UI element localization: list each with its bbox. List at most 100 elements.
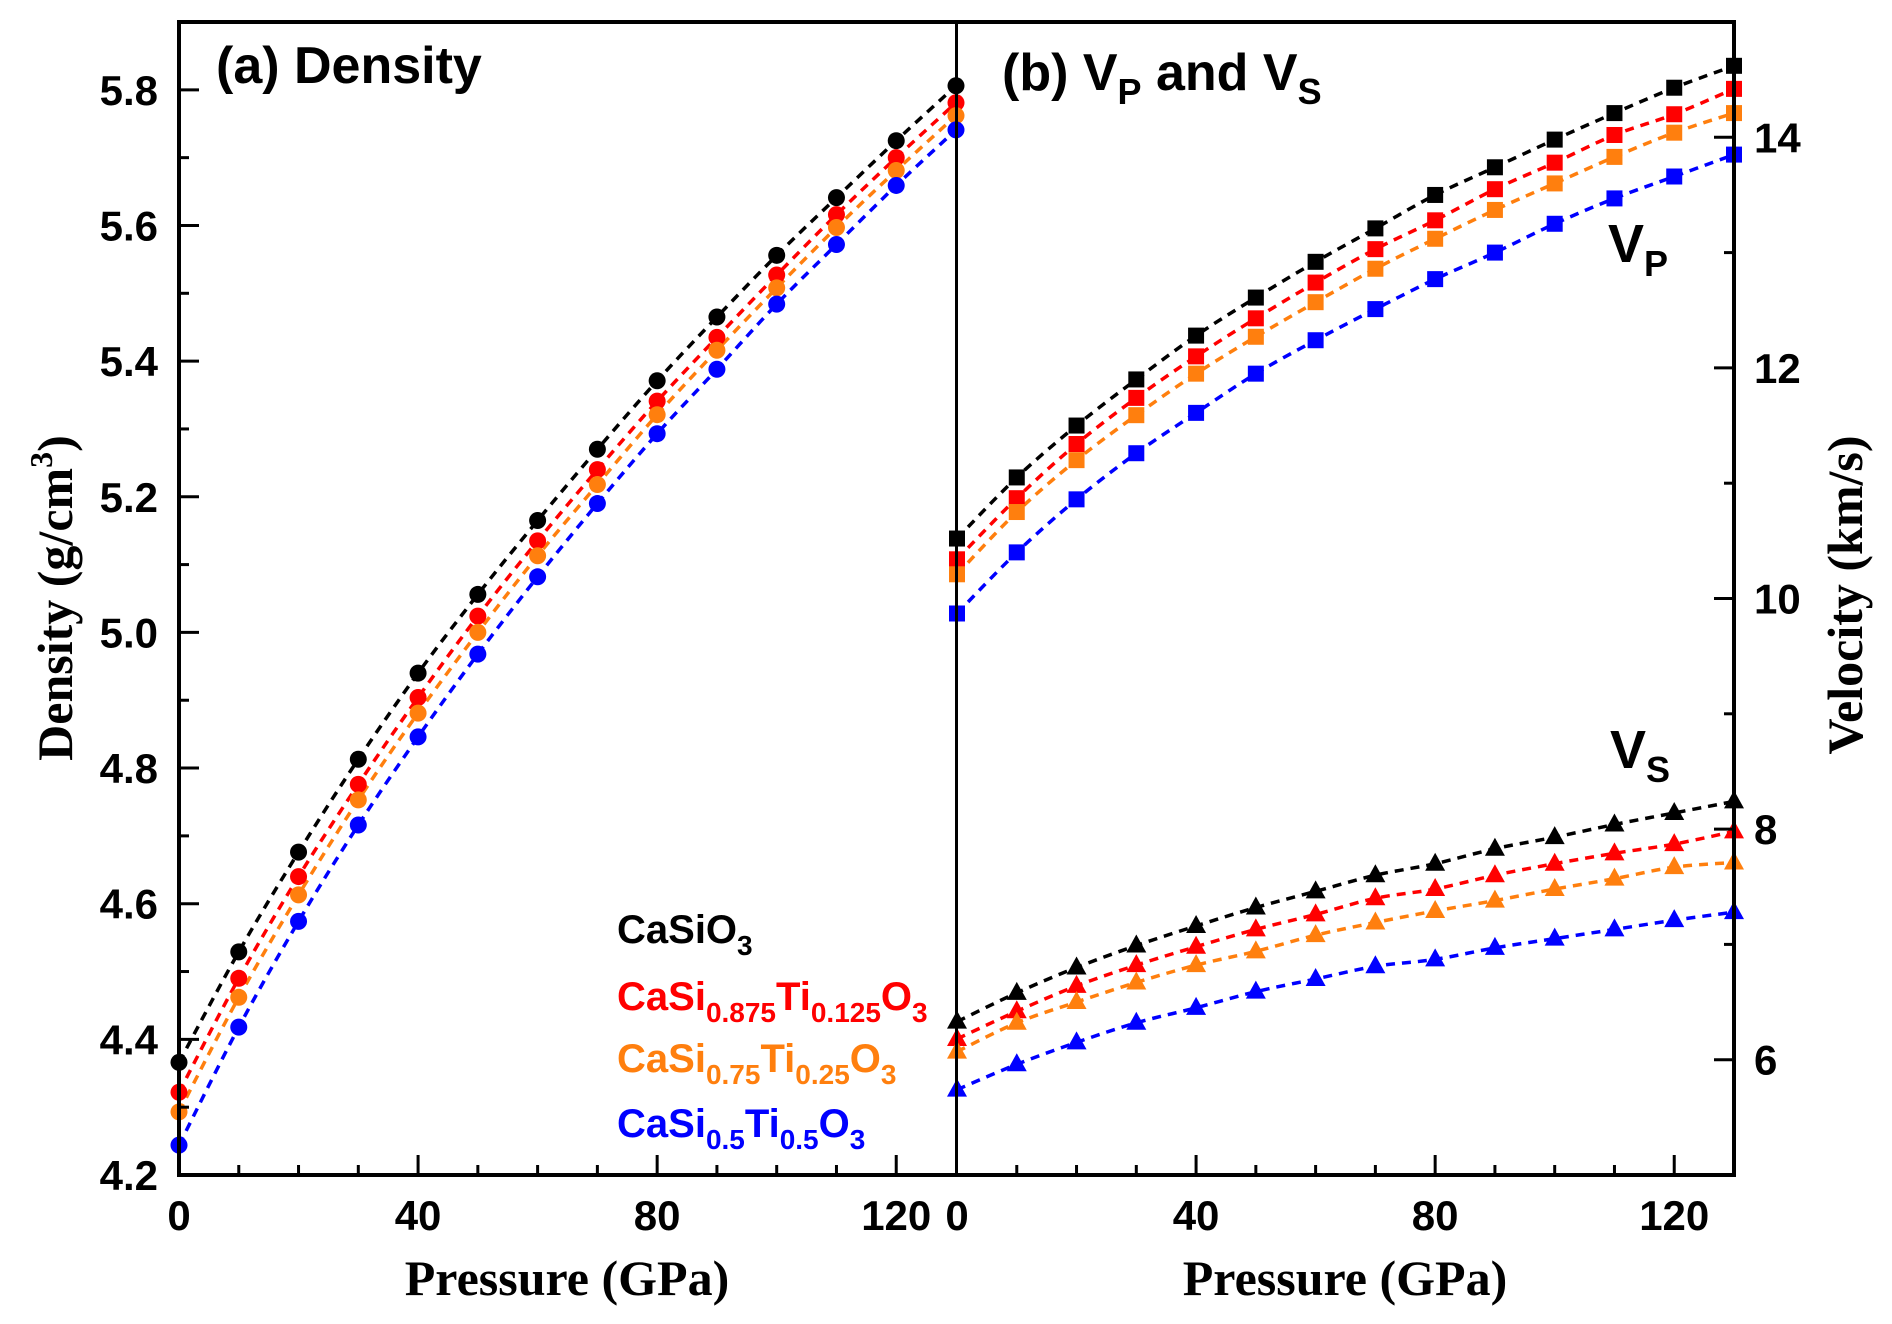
density-point-2-12 <box>887 162 905 180</box>
density-point-3-12 <box>887 176 905 194</box>
velocity-point-2-4 <box>1188 365 1205 382</box>
velocity-point-5-10 <box>1544 852 1565 871</box>
velocity-point-0-2 <box>1068 417 1085 434</box>
velocity-y-axis-title: Velocity (km/s) <box>1817 436 1873 755</box>
velocity-point-6-3 <box>1126 971 1147 990</box>
velocity-x-tick-label: 120 <box>1639 1192 1709 1239</box>
density-y-axis-title-tail: ) <box>27 435 83 452</box>
vp-annotation-main: V <box>1608 214 1644 274</box>
velocity-point-7-2 <box>1066 1031 1087 1050</box>
velocity-point-6-9 <box>1484 889 1505 908</box>
legend-subscript: 3 <box>881 1059 897 1090</box>
panel-density: 0 40 80 120 4.2 4.4 4.6 4.8 5.0 5.2 5.4 5.6 5.8 (a) … <box>23 20 965 1306</box>
velocity-y-tick-label: 8 <box>1754 806 1777 853</box>
density-point-2-10 <box>768 279 786 297</box>
velocity-point-2-12 <box>1666 124 1683 141</box>
legend-text-part: O <box>850 1037 881 1081</box>
velocity-point-3-11 <box>1606 190 1623 207</box>
legend-entry-0: CaSiO3 <box>617 908 753 961</box>
density-point-2-6 <box>529 547 547 565</box>
velocity-point-3-6 <box>1307 332 1324 349</box>
density-point-2-11 <box>827 219 845 237</box>
velocity-point-1-7 <box>1367 241 1384 258</box>
density-point-1-5 <box>469 607 487 625</box>
density-point-0-8 <box>648 372 666 390</box>
velocity-x-tick-label: 80 <box>1412 1192 1459 1239</box>
velocity-point-7-6 <box>1305 967 1326 986</box>
vp-annotation: VP <box>1608 214 1668 284</box>
velocity-point-1-5 <box>1247 310 1264 327</box>
density-point-3-4 <box>409 728 427 746</box>
velocity-point-4-3 <box>1126 934 1147 953</box>
density-point-1-8 <box>648 392 666 410</box>
density-point-3-1 <box>230 1018 248 1036</box>
velocity-point-2-2 <box>1068 452 1085 469</box>
velocity-point-7-10 <box>1544 927 1565 946</box>
density-point-3-2 <box>290 912 308 930</box>
density-point-0-11 <box>827 189 845 207</box>
velocity-point-4-5 <box>1245 896 1266 915</box>
density-point-0-9 <box>708 308 726 326</box>
velocity-point-0-12 <box>1666 79 1683 96</box>
velocity-point-2-9 <box>1486 201 1503 218</box>
density-point-3-11 <box>827 235 845 253</box>
velocity-point-5-3 <box>1126 954 1147 973</box>
velocity-point-6-6 <box>1305 924 1326 943</box>
vs-annotation: VS <box>1610 720 1670 790</box>
density-point-1-1 <box>230 969 248 987</box>
legend-text-part: O <box>819 1102 850 1146</box>
velocity-point-6-7 <box>1365 911 1386 930</box>
velocity-x-axis-title: Pressure (GPa) <box>1183 1250 1507 1306</box>
velocity-title-part-1: (b) V <box>1002 44 1118 102</box>
velocity-panel-title: (b) VP and VS <box>1002 44 1322 112</box>
velocity-point-0-8 <box>1427 186 1444 203</box>
velocity-point-7-7 <box>1365 955 1386 974</box>
density-point-2-2 <box>290 886 308 904</box>
legend-entry-3: CaSi0.5Ti0.5O3 <box>617 1102 865 1155</box>
density-point-1-9 <box>708 328 726 346</box>
legend-subscript: 0.5 <box>780 1124 819 1155</box>
velocity-point-1-8 <box>1427 212 1444 229</box>
velocity-x-tick-label: 40 <box>1173 1192 1220 1239</box>
velocity-title-part-2: and V <box>1142 44 1298 102</box>
legend-subscript: 0.125 <box>811 997 881 1028</box>
velocity-point-7-8 <box>1425 948 1446 967</box>
density-point-1-12 <box>887 149 905 167</box>
legend-entry-2: CaSi0.75Ti0.25O3 <box>617 1037 896 1090</box>
legend-text-part: Ti <box>776 975 811 1019</box>
velocity-point-3-5 <box>1247 365 1264 382</box>
velocity-point-4-11 <box>1604 813 1625 832</box>
velocity-point-2-5 <box>1247 328 1264 345</box>
velocity-point-2-7 <box>1367 260 1384 277</box>
density-point-1-2 <box>290 868 308 886</box>
velocity-y-tick-label: 6 <box>1754 1037 1777 1084</box>
velocity-point-1-11 <box>1606 126 1623 143</box>
velocity-point-4-8 <box>1425 852 1446 871</box>
density-y-axis-title-sup: 3 <box>23 452 59 468</box>
density-axes: 0 40 80 120 4.2 4.4 4.6 4.8 5.0 5.2 5.4 5.6 5.8 <box>100 20 931 1239</box>
velocity-point-4-7 <box>1365 864 1386 883</box>
velocity-point-5-7 <box>1365 887 1386 906</box>
vp-annotation-sub: P <box>1644 243 1668 284</box>
density-y-tick-label: 4.6 <box>100 881 158 928</box>
density-x-tick-label: 120 <box>861 1192 931 1239</box>
velocity-y-tick-label: 12 <box>1754 345 1801 392</box>
velocity-point-2-11 <box>1606 148 1623 165</box>
velocity-point-4-4 <box>1186 914 1207 933</box>
density-y-tick-label: 5.2 <box>100 474 158 521</box>
velocity-point-4-2 <box>1066 956 1087 975</box>
density-panel-title: (a) Density <box>216 37 482 95</box>
density-point-2-3 <box>349 791 367 809</box>
density-point-1-3 <box>349 775 367 793</box>
density-point-0-3 <box>349 750 367 768</box>
velocity-point-1-1 <box>1008 490 1025 507</box>
velocity-point-6-10 <box>1544 878 1565 897</box>
density-point-2-7 <box>588 476 606 494</box>
velocity-point-5-6 <box>1305 903 1326 922</box>
legend-text-part: CaSiO <box>617 908 737 952</box>
density-point-3-3 <box>349 816 367 834</box>
density-point-3-7 <box>588 495 606 513</box>
velocity-point-7-9 <box>1484 936 1505 955</box>
density-markers <box>170 77 965 1154</box>
velocity-point-3-1 <box>1008 544 1025 561</box>
